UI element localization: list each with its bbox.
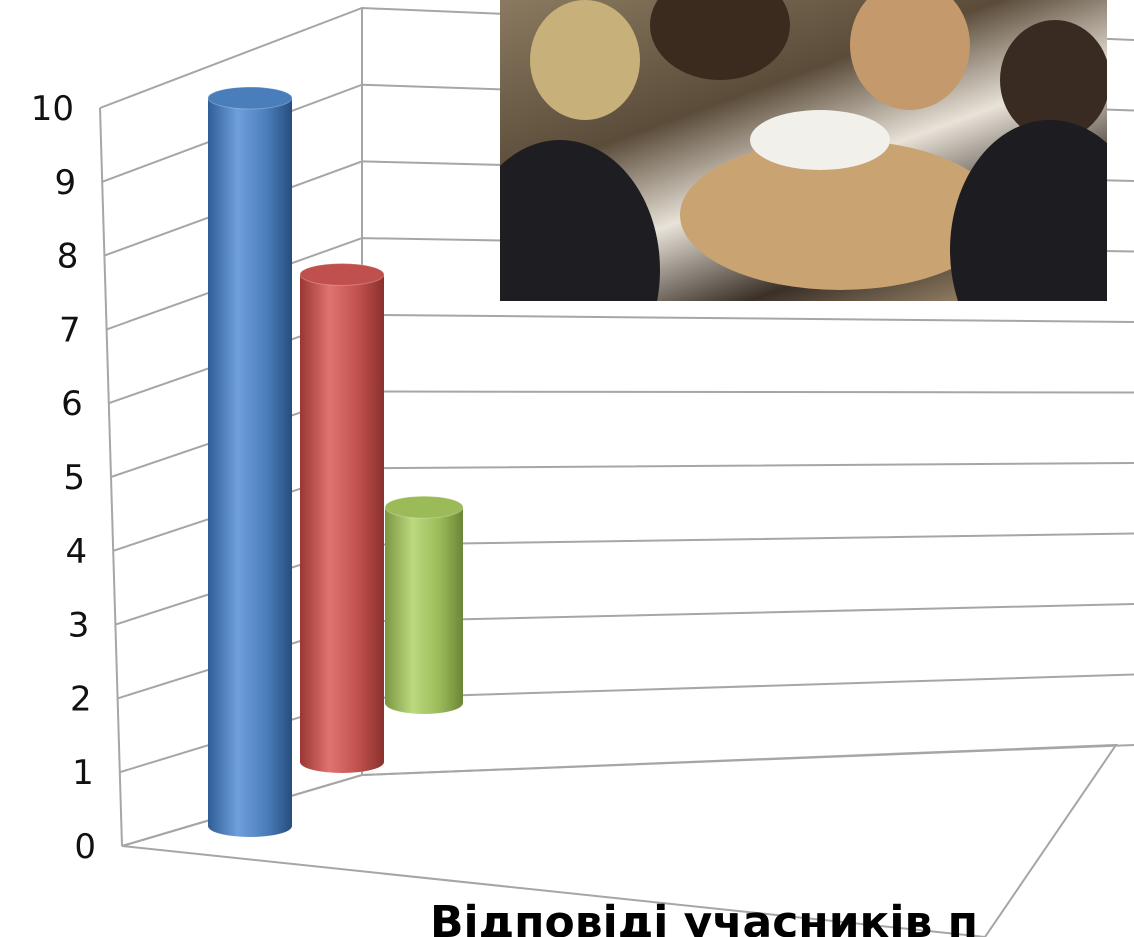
bar-bottom — [385, 692, 463, 714]
bars-layer — [207, 86, 464, 837]
bar-top — [207, 86, 293, 110]
y-tick-label: 0 — [74, 827, 96, 867]
bar-body — [385, 507, 463, 703]
y-tick-label: 7 — [59, 310, 81, 350]
y-tick-label: 3 — [68, 606, 90, 646]
category-label: Відповіді учасників п — [430, 897, 978, 937]
y-tick-label: 2 — [70, 679, 92, 719]
y-tick-label: 6 — [61, 384, 83, 424]
bar-top — [299, 263, 385, 286]
y-axis-line — [99, 107, 123, 847]
bar-top — [384, 495, 464, 519]
y-tick-label: 1 — [72, 753, 94, 793]
bar-bottom — [300, 751, 384, 773]
bar-3 — [384, 495, 464, 714]
y-tick-label: 5 — [63, 458, 85, 498]
bar-1 — [207, 86, 293, 837]
bar-2 — [299, 263, 385, 773]
tick-layer: 0 1 2 3 4 5 6 7 8 9 10 — [31, 89, 96, 867]
bar-body — [300, 274, 384, 762]
y-tick-label: 8 — [57, 237, 79, 277]
y-tick-label: 10 — [31, 89, 74, 129]
bar-bottom — [208, 815, 292, 837]
y-tick-label: 9 — [55, 163, 77, 203]
bar-body — [208, 98, 292, 826]
y-tick-label: 4 — [66, 532, 88, 572]
classroom-photo-icon — [500, 0, 1107, 301]
